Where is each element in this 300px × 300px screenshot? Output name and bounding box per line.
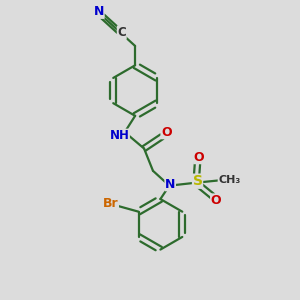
Text: C: C: [117, 26, 126, 39]
Text: O: O: [211, 194, 221, 207]
Text: Br: Br: [103, 197, 118, 210]
Text: O: O: [161, 126, 172, 139]
Text: N: N: [94, 5, 104, 18]
Text: S: S: [193, 174, 202, 188]
Text: N: N: [165, 178, 175, 191]
Text: CH₃: CH₃: [218, 175, 241, 185]
Text: NH: NH: [110, 129, 129, 142]
Text: O: O: [194, 151, 204, 164]
